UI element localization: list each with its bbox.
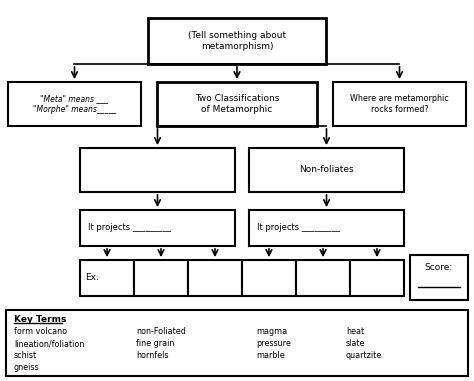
Text: Where are metamorphic
rocks formed?: Where are metamorphic rocks formed?	[350, 94, 449, 114]
Text: Key Terms: Key Terms	[14, 315, 66, 325]
FancyBboxPatch shape	[333, 82, 466, 126]
Text: gneiss: gneiss	[14, 363, 40, 373]
FancyBboxPatch shape	[8, 82, 141, 126]
FancyBboxPatch shape	[157, 82, 317, 126]
Text: schist: schist	[14, 352, 37, 360]
FancyBboxPatch shape	[249, 148, 404, 192]
FancyBboxPatch shape	[350, 260, 404, 296]
FancyBboxPatch shape	[80, 260, 134, 296]
FancyBboxPatch shape	[134, 260, 188, 296]
FancyBboxPatch shape	[148, 18, 326, 64]
FancyBboxPatch shape	[6, 310, 468, 376]
Text: form volcano: form volcano	[14, 328, 67, 336]
Text: pressure: pressure	[256, 339, 291, 349]
Text: non-Foliated: non-Foliated	[136, 328, 186, 336]
FancyBboxPatch shape	[242, 260, 296, 296]
Text: Non-foliates: Non-foliates	[299, 165, 354, 174]
FancyBboxPatch shape	[249, 210, 404, 246]
Text: It projects _________: It projects _________	[257, 224, 340, 232]
Text: hornfels: hornfels	[136, 352, 168, 360]
FancyBboxPatch shape	[80, 210, 235, 246]
Text: heat: heat	[346, 328, 364, 336]
Text: Ex.: Ex.	[85, 274, 99, 282]
FancyBboxPatch shape	[80, 148, 235, 192]
Text: lineation/foliation: lineation/foliation	[14, 339, 84, 349]
FancyBboxPatch shape	[188, 260, 242, 296]
Text: slate: slate	[346, 339, 365, 349]
FancyBboxPatch shape	[296, 260, 350, 296]
Text: Score:: Score:	[425, 263, 453, 272]
Text: fine grain: fine grain	[136, 339, 174, 349]
FancyBboxPatch shape	[410, 255, 468, 300]
Text: Two Classifications
of Metamorphic: Two Classifications of Metamorphic	[195, 94, 279, 114]
Text: magma: magma	[256, 328, 287, 336]
Text: "Meta" means ___
"Morphe" means_____: "Meta" means ___ "Morphe" means_____	[33, 94, 116, 114]
Text: (Tell something about
metamorphism): (Tell something about metamorphism)	[188, 31, 286, 51]
Text: It projects _________: It projects _________	[88, 224, 171, 232]
Text: quartzite: quartzite	[346, 352, 382, 360]
Text: marble: marble	[256, 352, 285, 360]
